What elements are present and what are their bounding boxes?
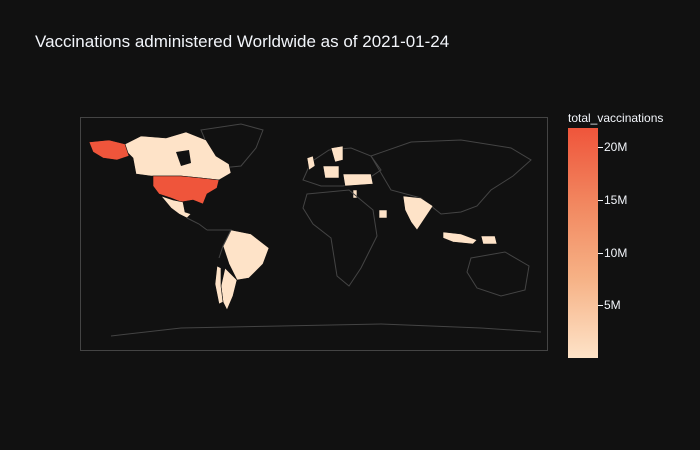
colorbar-title: total_vaccinations	[568, 111, 664, 125]
country-arabia[interactable]	[378, 209, 388, 219]
hudson-bay	[176, 150, 191, 166]
colorbar-tick-line	[598, 200, 603, 202]
continent-australia	[466, 251, 530, 297]
colorbar-tick-line	[598, 305, 603, 307]
continent-africa	[302, 189, 378, 287]
colorbar-tick-line	[598, 147, 603, 149]
country-indonesia[interactable]	[442, 231, 478, 245]
colorbar-tick-label: 5M	[604, 298, 621, 313]
map-svg[interactable]	[81, 118, 548, 351]
colorbar-tick-label: 15M	[604, 193, 628, 208]
country-alaska[interactable]	[88, 139, 130, 161]
continent-antarctica	[110, 323, 542, 337]
country-brazil[interactable]	[222, 229, 270, 281]
colorbar	[568, 128, 598, 358]
continent-europe	[302, 147, 382, 187]
central-america	[186, 217, 208, 231]
country-europe-east[interactable]	[342, 173, 374, 187]
continent-asia	[370, 139, 532, 215]
map-title: Vaccinations administered Worldwide as o…	[35, 32, 450, 51]
world-map[interactable]	[80, 117, 548, 351]
colorbar-tick-line	[598, 252, 603, 254]
colorbar-tick-label: 20M	[604, 140, 628, 155]
country-mexico[interactable]	[160, 195, 192, 219]
south-america-west	[207, 229, 232, 259]
country-europe-north[interactable]	[330, 145, 344, 163]
country-canada[interactable]	[120, 131, 232, 181]
country-chile[interactable]	[214, 265, 224, 305]
country-united-kingdom[interactable]	[306, 155, 316, 171]
country-india[interactable]	[402, 195, 434, 231]
country-united-states[interactable]	[152, 175, 220, 205]
country-southeast-asia[interactable]	[480, 235, 498, 245]
colorbar-tick-label: 10M	[604, 245, 628, 260]
country-europe-central[interactable]	[322, 165, 340, 179]
